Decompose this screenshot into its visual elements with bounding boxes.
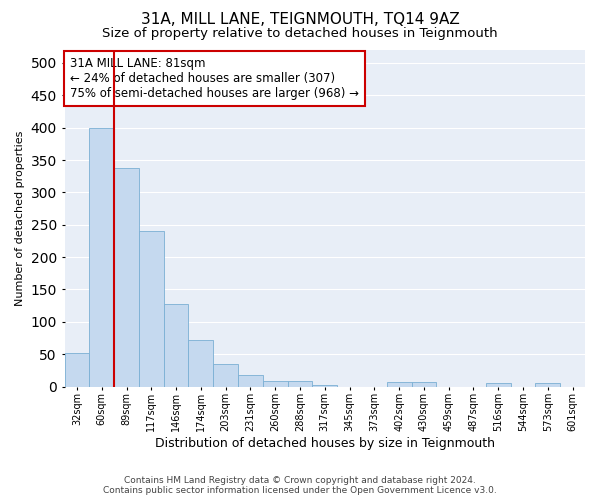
Bar (313, 385, 337, 386)
Bar (89, 128, 114, 386)
Bar (287, 382, 313, 386)
Y-axis label: Number of detached properties: Number of detached properties (15, 130, 25, 306)
Bar (238, 375, 263, 386)
Text: Size of property relative to detached houses in Teignmouth: Size of property relative to detached ho… (102, 28, 498, 40)
Bar (188, 340, 213, 386)
Bar (213, 364, 238, 386)
Bar (412, 382, 436, 386)
Bar (65, 353, 89, 386)
Bar (387, 382, 412, 386)
Text: 31A MILL LANE: 81sqm
← 24% of detached houses are smaller (307)
75% of semi-deta: 31A MILL LANE: 81sqm ← 24% of detached h… (70, 56, 359, 100)
Bar (263, 382, 287, 386)
Text: 31A, MILL LANE, TEIGNMOUTH, TQ14 9AZ: 31A, MILL LANE, TEIGNMOUTH, TQ14 9AZ (140, 12, 460, 28)
Bar (139, 231, 164, 386)
Text: Contains HM Land Registry data © Crown copyright and database right 2024.
Contai: Contains HM Land Registry data © Crown c… (103, 476, 497, 495)
X-axis label: Distribution of detached houses by size in Teignmouth: Distribution of detached houses by size … (155, 437, 495, 450)
Bar (535, 384, 560, 386)
Bar (164, 304, 188, 386)
Bar (486, 384, 511, 386)
Bar (114, 168, 139, 386)
